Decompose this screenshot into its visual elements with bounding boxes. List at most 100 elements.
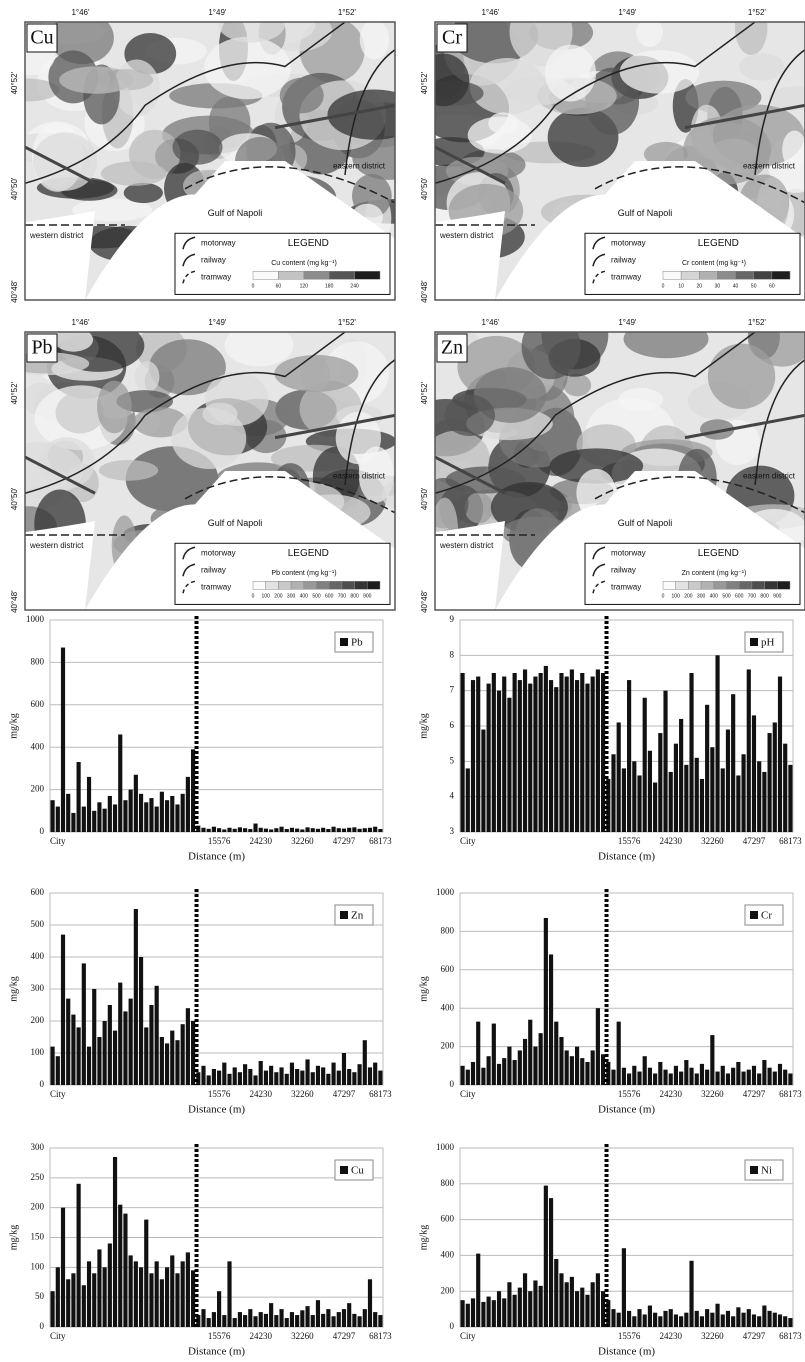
bar <box>336 1070 341 1085</box>
bar <box>170 795 175 832</box>
legend-scale-label: 180 <box>325 284 334 290</box>
bar <box>486 1056 491 1085</box>
contour-blob <box>218 22 285 43</box>
legend-symbol <box>182 253 196 267</box>
legend-symbol <box>182 236 196 250</box>
legend-symbol <box>592 253 606 267</box>
bar <box>326 829 331 832</box>
x-tick-label: 24230 <box>249 1331 272 1341</box>
bar <box>481 729 486 832</box>
bar <box>673 743 679 832</box>
legend-box <box>744 631 784 653</box>
map-y-tick: 40°48' <box>420 280 429 303</box>
legend-scale-label: 120 <box>300 284 309 290</box>
legend-swatch <box>700 581 715 590</box>
bar <box>559 673 564 832</box>
legend-swatch <box>675 581 689 590</box>
legend-box <box>174 232 391 295</box>
contour-blob <box>123 182 163 204</box>
bar <box>522 1273 528 1327</box>
bar <box>269 829 274 832</box>
bar <box>731 694 736 832</box>
bar <box>548 1198 554 1327</box>
x-axis-title: Distance (m) <box>188 851 245 863</box>
bar <box>465 1069 470 1085</box>
bar <box>699 1316 705 1327</box>
x-tick-label: 32260 <box>291 1331 314 1341</box>
bar <box>673 1065 679 1085</box>
bar <box>211 1312 216 1327</box>
x-tick-label: 32260 <box>291 1089 314 1099</box>
element-label: Cu <box>30 27 53 49</box>
x-tick-label: 24230 <box>249 836 272 846</box>
x-axis-title: Distance (m) <box>188 1346 245 1358</box>
bar <box>595 1008 600 1085</box>
legend-swatch <box>328 271 355 280</box>
bar <box>352 1072 357 1085</box>
bar <box>564 1050 569 1085</box>
bar <box>274 1315 279 1327</box>
motorway <box>25 22 395 184</box>
bar <box>310 828 315 832</box>
bar <box>632 1316 637 1327</box>
bar <box>232 1067 237 1085</box>
x-tick-label: 15576 <box>618 836 641 846</box>
map-y-tick: 40°52' <box>10 381 19 404</box>
bar <box>538 1033 543 1085</box>
y-tick-label: 800 <box>31 656 45 666</box>
legend-scale-label: 600 <box>735 594 744 600</box>
railway <box>25 103 395 185</box>
y-tick-label: 8 <box>450 649 455 659</box>
legend-scale-label: 400 <box>300 594 309 600</box>
legend-swatch <box>680 271 700 280</box>
map-x-tick: 1°46' <box>71 8 90 17</box>
legend-scale-label: 20 <box>697 284 703 290</box>
y-tick-label: 6 <box>450 720 455 730</box>
bar <box>71 1273 76 1327</box>
contour-blob <box>224 332 294 367</box>
bar <box>710 1312 715 1327</box>
bar <box>237 827 242 832</box>
bar <box>112 1156 118 1327</box>
bar <box>144 1219 149 1327</box>
bar <box>481 1067 486 1085</box>
bar <box>373 826 378 832</box>
y-tick-label: 0 <box>450 1321 455 1331</box>
bar <box>621 1067 626 1085</box>
y-axis-title: mg/kg <box>418 1225 429 1251</box>
y-tick-label: 150 <box>31 1232 45 1242</box>
y-tick-label: 200 <box>31 1015 45 1025</box>
bar <box>269 1303 274 1327</box>
bar <box>689 1260 694 1327</box>
y-tick-label: 300 <box>31 983 45 993</box>
legend-swatch <box>713 581 727 590</box>
bar <box>253 1075 258 1085</box>
legend-label: Zn <box>351 910 364 922</box>
contour-blob <box>59 66 134 94</box>
bar <box>102 808 107 832</box>
bar <box>237 1312 242 1327</box>
contour-blob <box>38 437 95 489</box>
y-tick-label: 200 <box>31 1202 45 1212</box>
motorway <box>435 22 805 184</box>
place-label: eastern district <box>333 472 386 481</box>
bar <box>269 1065 274 1085</box>
bar <box>357 1064 362 1085</box>
legend-item: railway <box>201 565 226 574</box>
bar <box>201 827 206 832</box>
x-tick-label: City <box>50 836 66 846</box>
bar <box>81 806 86 832</box>
legend-scale-label: 0 <box>662 594 665 600</box>
map-x-tick: 1°49' <box>208 318 227 327</box>
legend-swatch <box>735 271 754 280</box>
legend-scale-label: 600 <box>325 594 334 600</box>
bar <box>637 1071 642 1085</box>
bar <box>196 1072 201 1085</box>
legend-box <box>334 1159 374 1181</box>
bar <box>175 1273 180 1327</box>
bar <box>206 1318 211 1327</box>
bar <box>653 1073 658 1085</box>
bar <box>767 1067 772 1085</box>
